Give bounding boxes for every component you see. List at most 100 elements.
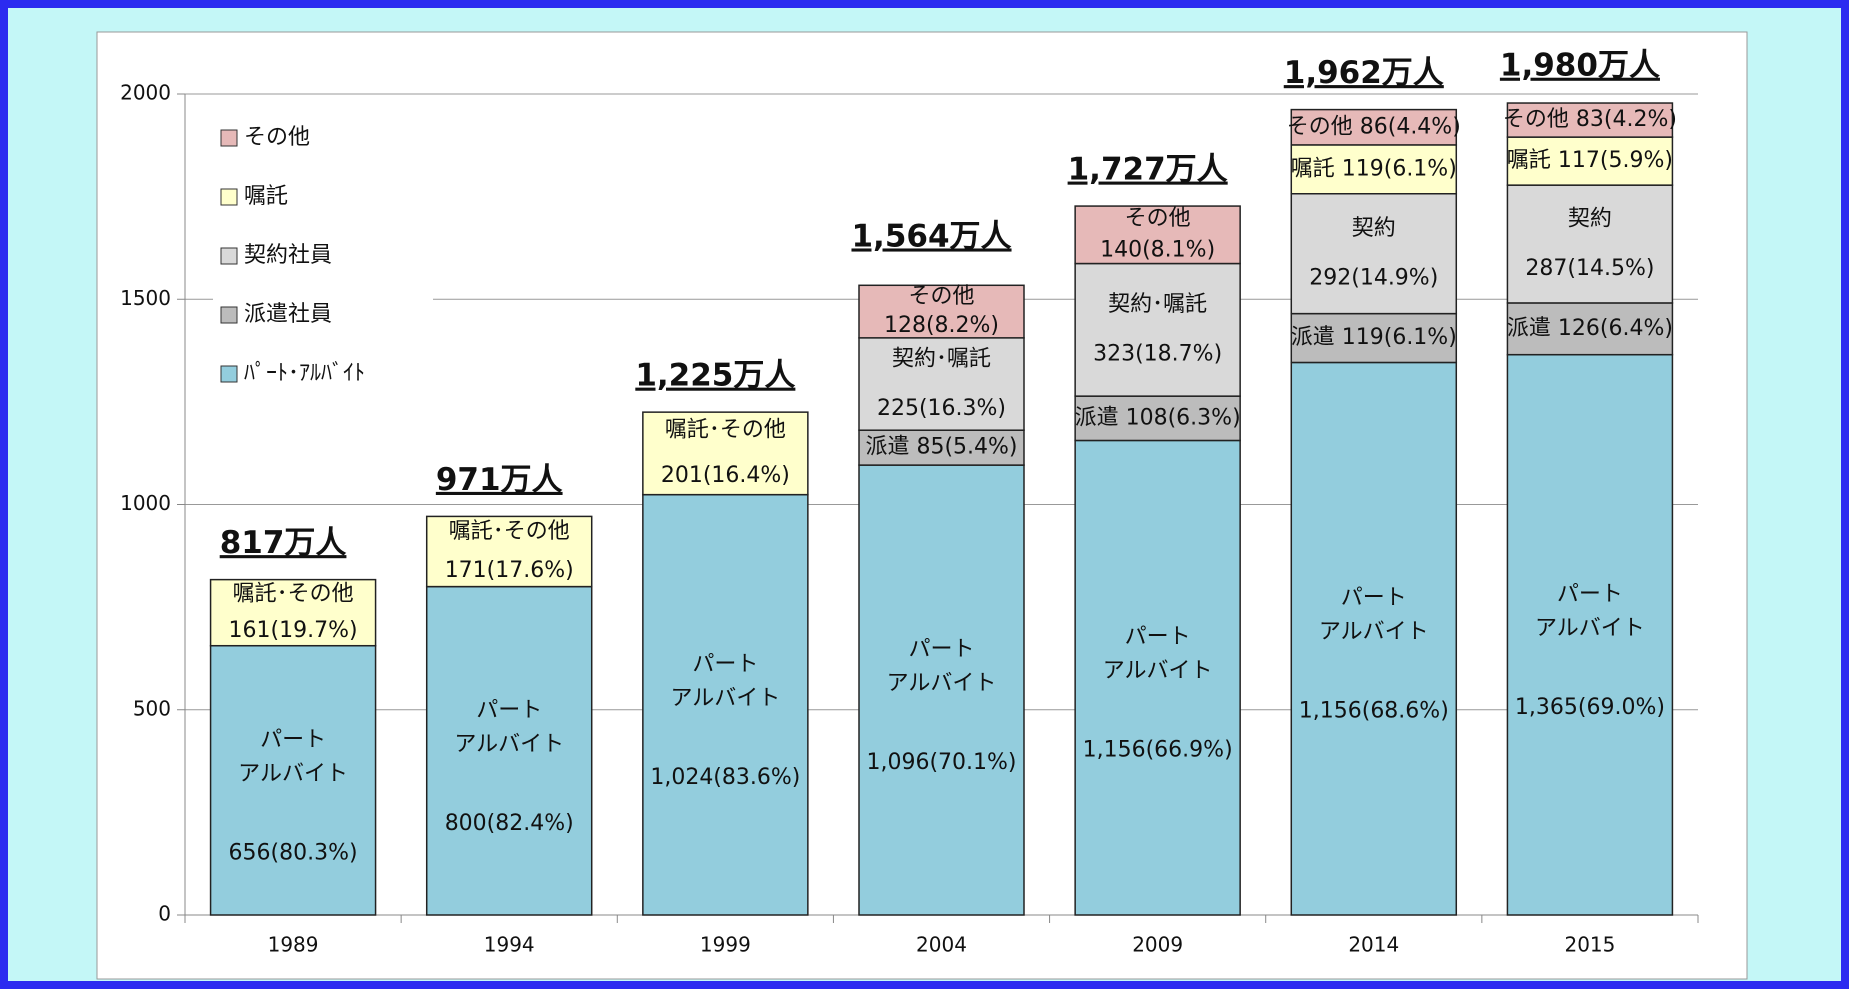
segment-label: 323(18.7%): [1093, 342, 1222, 367]
segment-label: パート: [1341, 586, 1407, 611]
segment-label: アルバイト: [238, 761, 348, 786]
segment-label: 1,024(83.6%): [650, 765, 800, 790]
y-tick-label: 1500: [120, 286, 171, 310]
y-tick-label: 500: [133, 696, 171, 720]
bar-segment: [858, 429, 1025, 466]
x-tick-label: 2015: [1564, 933, 1615, 957]
bar-segment: [1074, 205, 1241, 265]
segment-label: アルバイト: [1535, 616, 1645, 641]
total-label: 1,980万人: [1500, 48, 1660, 84]
bar-segment: [1506, 353, 1674, 916]
segment-label: 1,365(69.0%): [1515, 695, 1665, 720]
segment-label: その他: [1125, 206, 1191, 231]
bar-segment: [642, 411, 809, 496]
segment-label: 嘱託･その他: [449, 519, 570, 544]
x-tick-label: 1994: [484, 933, 535, 957]
legend-box: [213, 113, 433, 403]
bar-segment: [1290, 312, 1458, 364]
bar-segment: [1290, 144, 1458, 195]
bar-segment: [1290, 193, 1458, 315]
total-label: 971万人: [436, 462, 563, 498]
y-tick-label: 1000: [120, 491, 171, 515]
segment-label: 656(80.3%): [229, 840, 358, 865]
segment-label: その他: [908, 284, 974, 309]
segment-label: パート: [260, 727, 326, 752]
x-tick-label: 2009: [1132, 933, 1183, 957]
segment-label: 契約･嘱託: [1108, 292, 1207, 317]
segment-label: その他 83(4.2%): [1503, 107, 1677, 132]
bar-segment: [209, 578, 377, 647]
segment-label: 225(16.3%): [877, 396, 1006, 421]
bar-segment: [858, 284, 1025, 339]
segment-label: 派遣 119(6.1%): [1291, 325, 1457, 350]
bar-segment: [1290, 361, 1458, 916]
segment-label: アルバイト: [670, 686, 780, 711]
legend-swatch: [220, 306, 238, 324]
segment-label: 292(14.9%): [1309, 265, 1438, 290]
segment-label: パート: [1557, 582, 1623, 607]
segment-label: アルバイト: [1319, 620, 1429, 645]
segment-label: 1,156(68.6%): [1299, 699, 1449, 724]
segment-label: アルバイト: [887, 671, 997, 696]
segment-label: 128(8.2%): [884, 313, 999, 338]
segment-label: 140(8.1%): [1100, 238, 1215, 263]
bar-segment: [1074, 439, 1241, 916]
legend-label: 嘱託: [244, 184, 288, 209]
segment-label: 1,156(66.9%): [1083, 738, 1233, 763]
legend-swatch: [220, 188, 238, 206]
bar-segment: [209, 644, 377, 916]
bar-segment: [1290, 108, 1458, 146]
total-label: 1,225万人: [635, 358, 795, 394]
segment-label: 1,096(70.1%): [866, 750, 1016, 775]
segment-label: 201(16.4%): [661, 463, 790, 488]
legend-label: ﾊﾟｰﾄ･ｱﾙﾊﾞｲﾄ: [244, 361, 365, 386]
segment-label: パート: [476, 698, 542, 723]
segment-label: 嘱託･その他: [233, 581, 354, 606]
legend-swatch: [220, 365, 238, 383]
segment-label: 161(19.7%): [229, 618, 358, 643]
segment-label: 派遣 85(5.4%): [865, 435, 1017, 460]
segment-label: 287(14.5%): [1525, 256, 1654, 281]
legend-label: その他: [244, 125, 310, 150]
total-label: 817万人: [220, 525, 347, 561]
segment-label: 嘱託 117(5.9%): [1507, 148, 1673, 173]
bar-segment: [642, 493, 809, 916]
segment-label: 嘱託 119(6.1%): [1291, 156, 1457, 181]
bar-segment: [1506, 102, 1674, 138]
legend-swatch: [220, 247, 238, 265]
legend-label: 派遣社員: [244, 302, 332, 327]
segment-label: 派遣 126(6.4%): [1507, 316, 1673, 341]
y-tick-label: 2000: [120, 81, 171, 105]
bar-segment: [1506, 184, 1674, 304]
total-label: 1,727万人: [1068, 152, 1228, 188]
total-label: 1,962万人: [1284, 55, 1444, 91]
segment-label: 嘱託･その他: [665, 418, 786, 443]
segment-label: 契約: [1568, 206, 1612, 231]
segment-label: 171(17.6%): [445, 558, 574, 583]
bar-segment: [1074, 395, 1241, 442]
bar-segment: [1506, 302, 1674, 356]
segment-label: 契約･嘱託: [892, 346, 991, 371]
total-label: 1,564万人: [851, 218, 1011, 254]
segment-label: 契約: [1352, 216, 1396, 241]
bar-segment: [858, 337, 1025, 431]
segment-label: パート: [908, 637, 974, 662]
segment-label: アルバイト: [454, 732, 564, 757]
x-tick-label: 1989: [268, 933, 319, 957]
bar-segment: [425, 515, 593, 588]
segment-label: パート: [1125, 625, 1191, 650]
bar-segment: [1506, 136, 1674, 186]
segment-label: パート: [692, 652, 758, 677]
legend-label: 契約社員: [244, 243, 332, 268]
bar-segment: [1074, 262, 1241, 397]
segment-label: その他 86(4.4%): [1287, 114, 1461, 139]
chart: 0500100015002000ﾊﾟｰﾄ･ｱﾙﾊﾞｲﾄ派遣社員契約社員嘱託その他…: [96, 31, 1748, 980]
y-tick-label: 0: [158, 902, 171, 926]
segment-label: 800(82.4%): [445, 811, 574, 836]
segment-label: 派遣 108(6.3%): [1075, 405, 1241, 430]
x-tick-label: 1999: [700, 933, 751, 957]
legend-swatch: [220, 129, 238, 147]
x-tick-label: 2004: [916, 933, 967, 957]
bar-segment: [858, 464, 1025, 916]
